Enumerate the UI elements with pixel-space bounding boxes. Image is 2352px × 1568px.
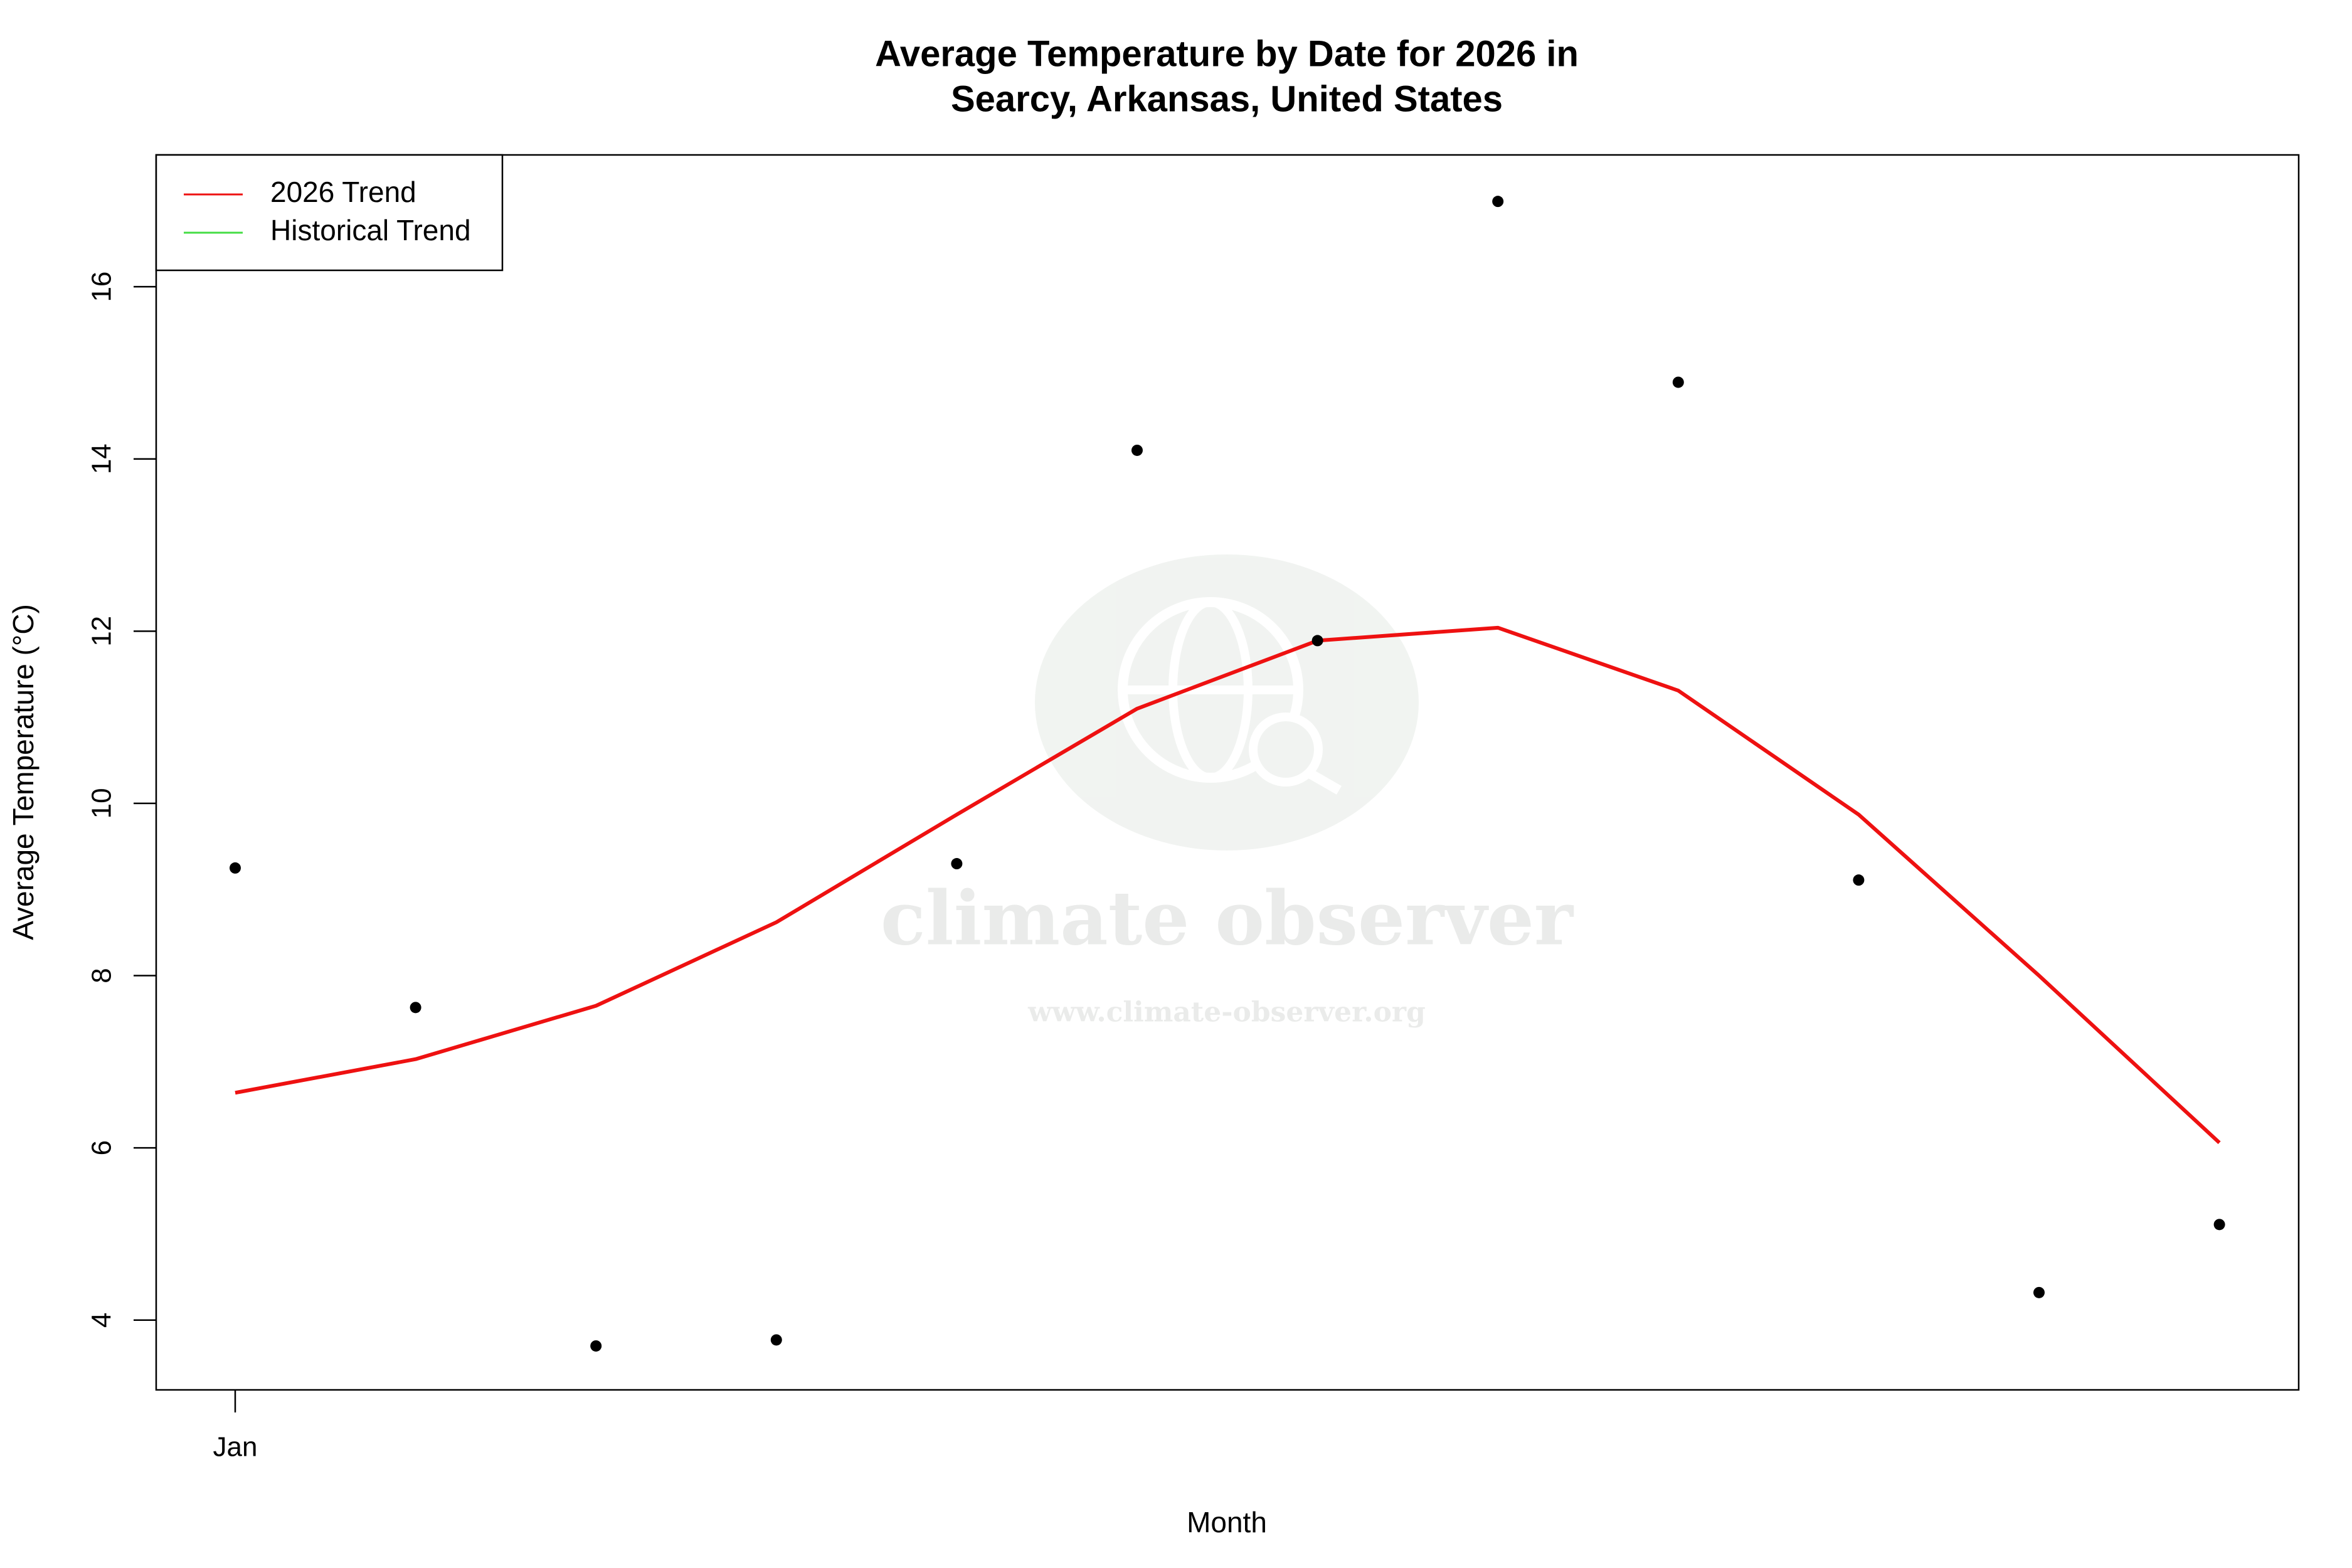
- data-point: [1492, 196, 1504, 208]
- watermark-globe-line: [1168, 598, 1253, 782]
- y-tick-label: 8: [87, 968, 117, 983]
- watermark-lens-handle: [1307, 769, 1342, 795]
- data-point: [230, 862, 241, 874]
- plot-frame: [155, 154, 2300, 1391]
- trend-line: [235, 625, 2221, 1145]
- chart-title: Average Temperature by Date for 2026 in: [875, 33, 1579, 74]
- y-tick-label: 10: [87, 788, 117, 818]
- legend-label: Historical Trend: [270, 214, 471, 246]
- data-point: [951, 858, 963, 870]
- watermark-text: climate observer: [881, 875, 1574, 962]
- data-point: [1311, 635, 1323, 647]
- x-axis-label: Month: [1187, 1506, 1267, 1539]
- watermark-url: www.climate-observer.org: [1027, 997, 1426, 1029]
- data-point: [770, 1334, 782, 1346]
- watermark-lens: [1249, 712, 1323, 787]
- legend-label: 2026 Trend: [270, 176, 416, 208]
- data-point: [1853, 874, 1865, 886]
- y-tick-label: 4: [87, 1313, 117, 1328]
- data-point: [2213, 1219, 2225, 1231]
- data-point: [410, 1002, 421, 1014]
- legend-box: [155, 154, 504, 272]
- y-tick-label: 16: [87, 272, 117, 302]
- y-tick-label: 6: [87, 1140, 117, 1155]
- watermark: climate observer www.climate-observer.or…: [881, 554, 1574, 1029]
- data-point: [1672, 376, 1684, 388]
- y-tick-label: 14: [87, 443, 117, 474]
- x-tick-label: Jan: [213, 1432, 258, 1463]
- data-point: [2033, 1286, 2045, 1298]
- y-axis-label: Average Temperature (°C): [7, 604, 40, 940]
- data-point: [590, 1340, 602, 1352]
- y-tick-label: 12: [87, 616, 117, 647]
- chart-subtitle: Searcy, Arkansas, United States: [951, 78, 1503, 119]
- data-point: [1131, 444, 1143, 456]
